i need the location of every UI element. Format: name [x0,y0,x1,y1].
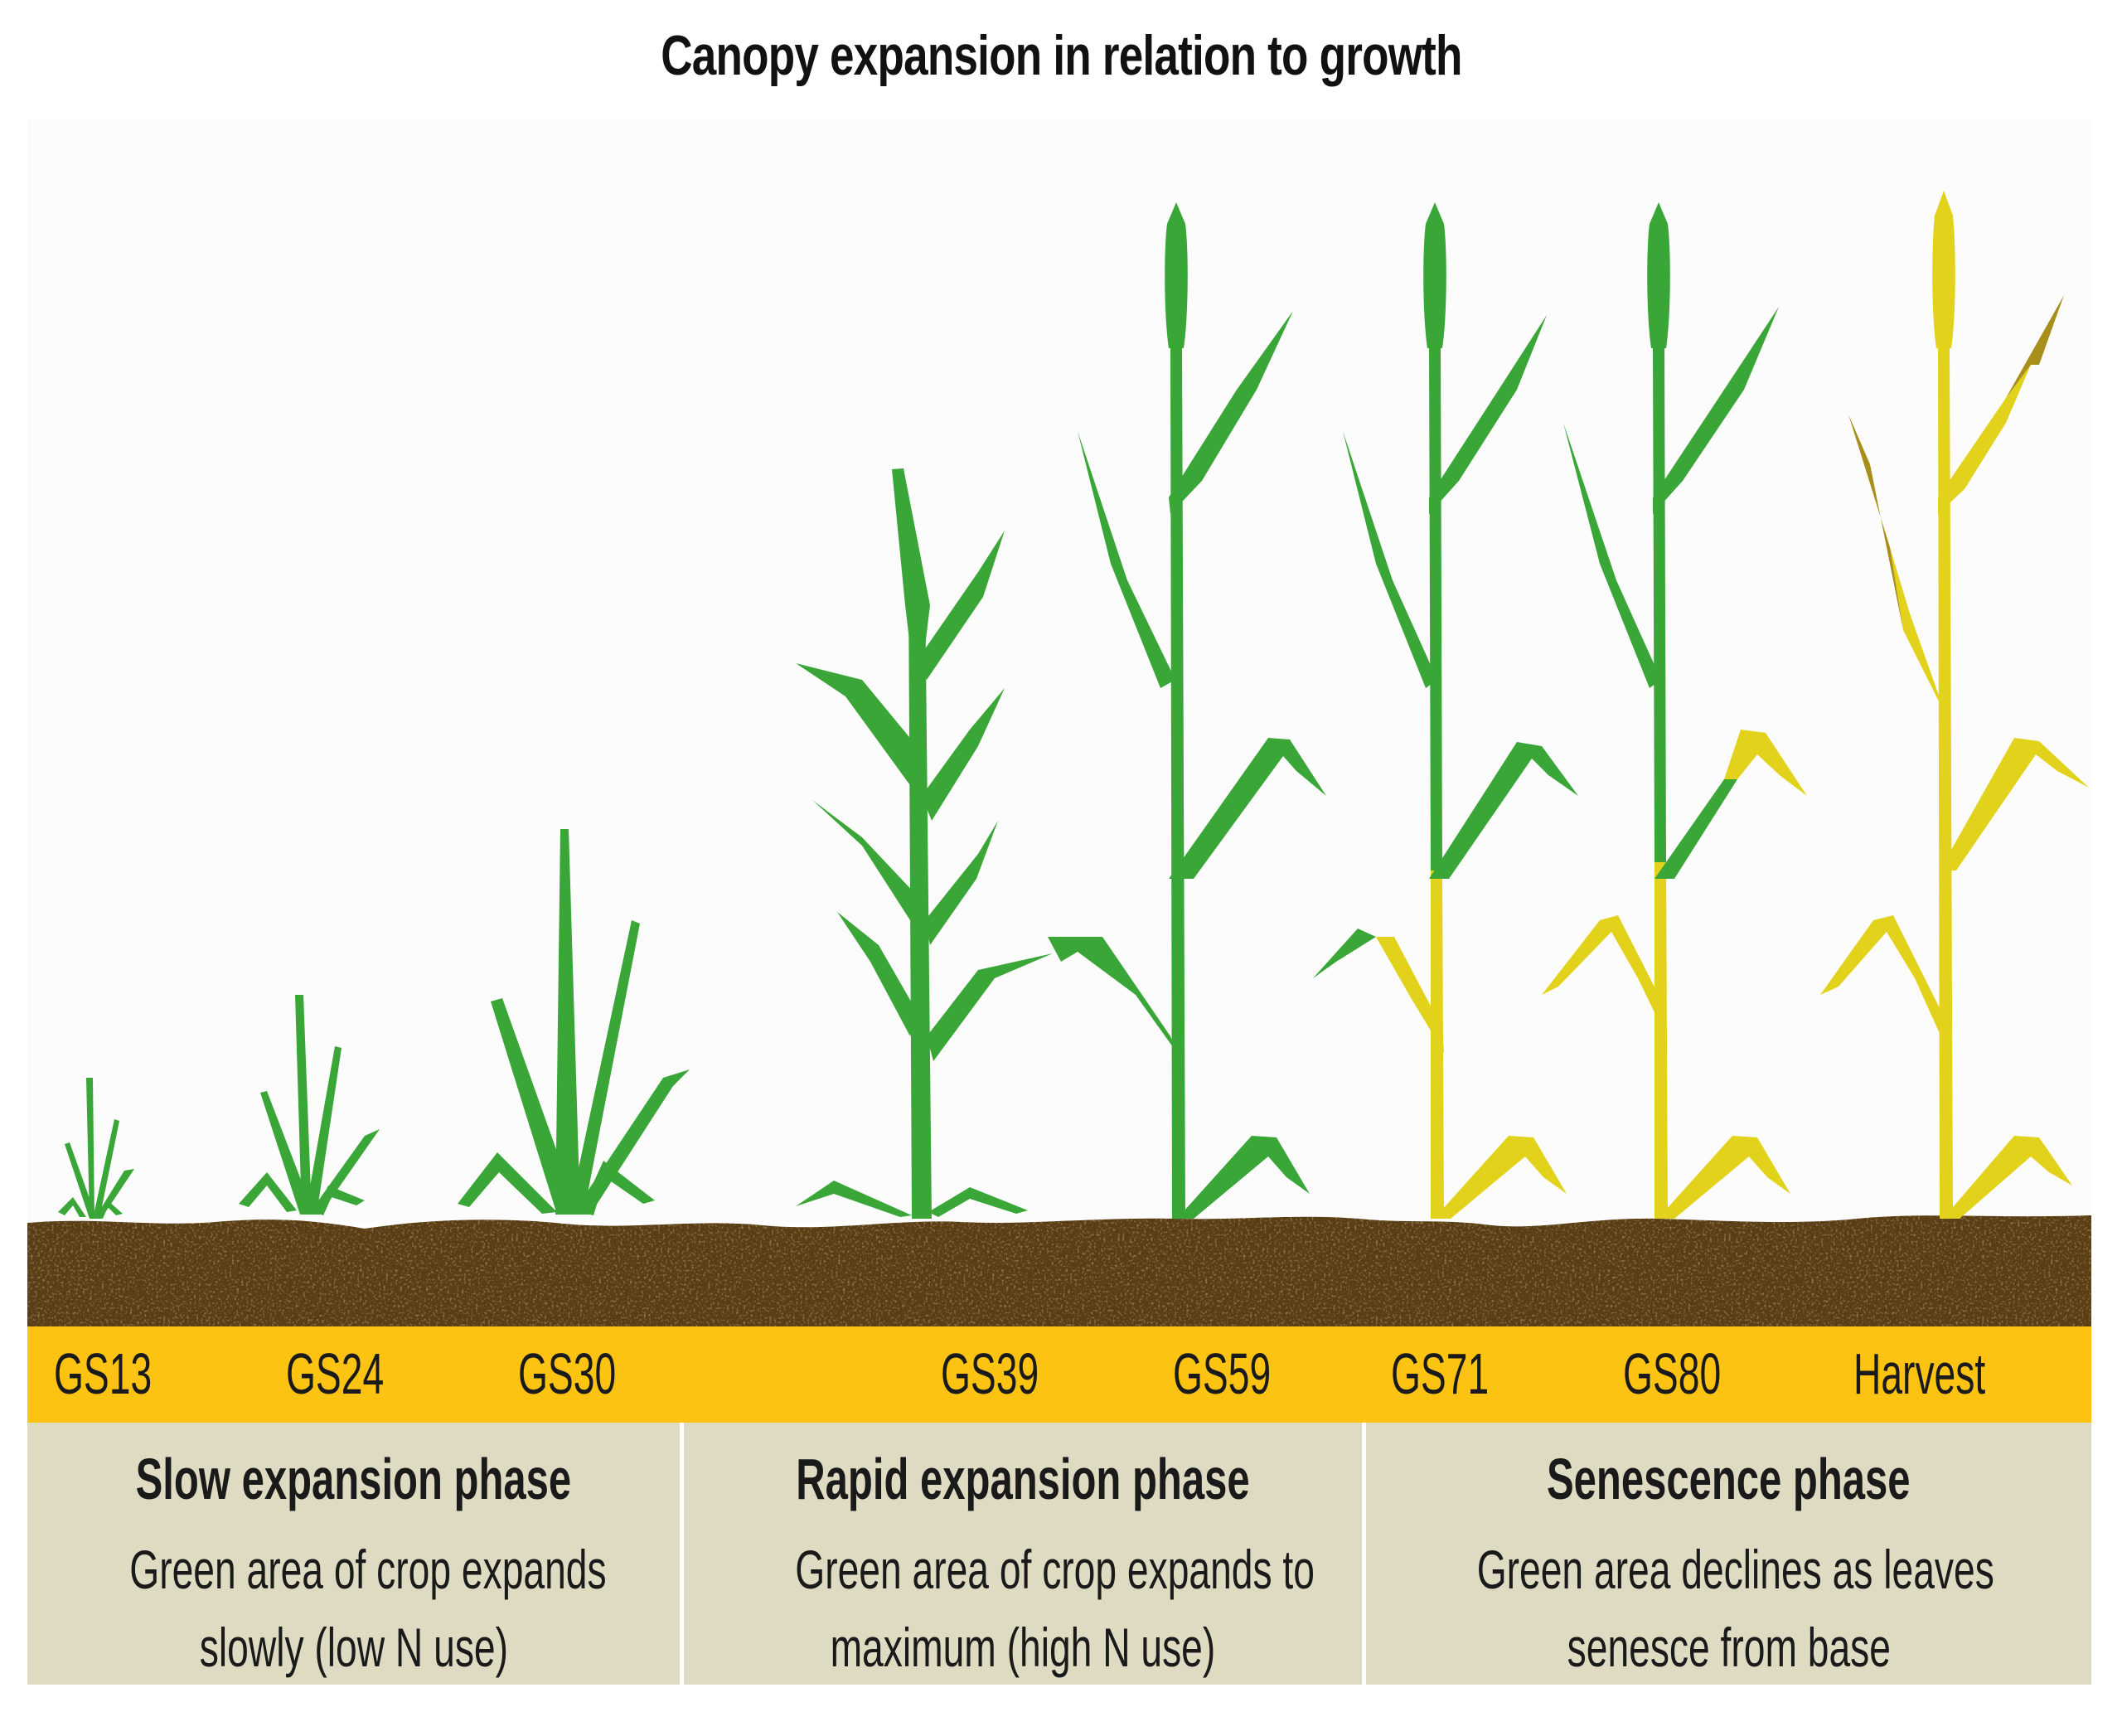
phase-description-line: Green area of crop expands to [795,1539,1315,1600]
phase-title: Rapid expansion phase [796,1447,1250,1511]
plant-gs71 [1313,202,1578,1219]
stage-label-gs59: GS59 [1173,1341,1272,1406]
phase-description-line: Green area of crop expands [129,1539,607,1600]
plant-gs13 [58,1078,134,1219]
plant-gs80 [1542,202,1807,1219]
phase-title: Senescence phase [1547,1447,1911,1511]
stage-label-gs80: GS80 [1623,1341,1722,1406]
ear [1165,202,1188,348]
phase-rapid-expansion: Rapid expansion phase Green area of crop… [684,1423,1362,1685]
diagram-title: Canopy expansion in relation to growth [660,24,1462,87]
stage-label-gs71: GS71 [1391,1341,1490,1406]
phase-table: Slow expansion phase Green area of crop … [27,1423,2091,1685]
phase-description-line: senesce from base [1567,1617,1891,1678]
illustration-panel [27,119,2091,1222]
phase-title: Slow expansion phase [135,1447,572,1511]
phase-senescence: Senescence phase Green area declines as … [1366,1423,2091,1685]
growth-stage-band [27,1326,2091,1423]
crop-growth-illustration [27,191,2091,1326]
phase-description-line: Green area declines as leaves [1476,1539,1994,1600]
stage-label-gs24: GS24 [286,1341,385,1406]
phase-description-line: maximum (high N use) [830,1617,1216,1678]
stage-label-gs13: GS13 [54,1341,153,1406]
stage-label-gs30: GS30 [518,1341,617,1406]
plant-gs24 [239,995,380,1215]
plant-gs59 [1048,202,1326,1219]
plant-gs39 [796,468,1053,1219]
plant-gs30 [458,829,690,1215]
stage-label-harvest: Harvest [1853,1341,1986,1406]
soil [27,1215,2091,1326]
plant-harvest [1820,191,2089,1219]
phase-slow-expansion: Slow expansion phase Green area of crop … [27,1423,680,1685]
phase-description-line: slowly (low N use) [199,1617,508,1678]
stage-label-gs39: GS39 [941,1341,1039,1406]
